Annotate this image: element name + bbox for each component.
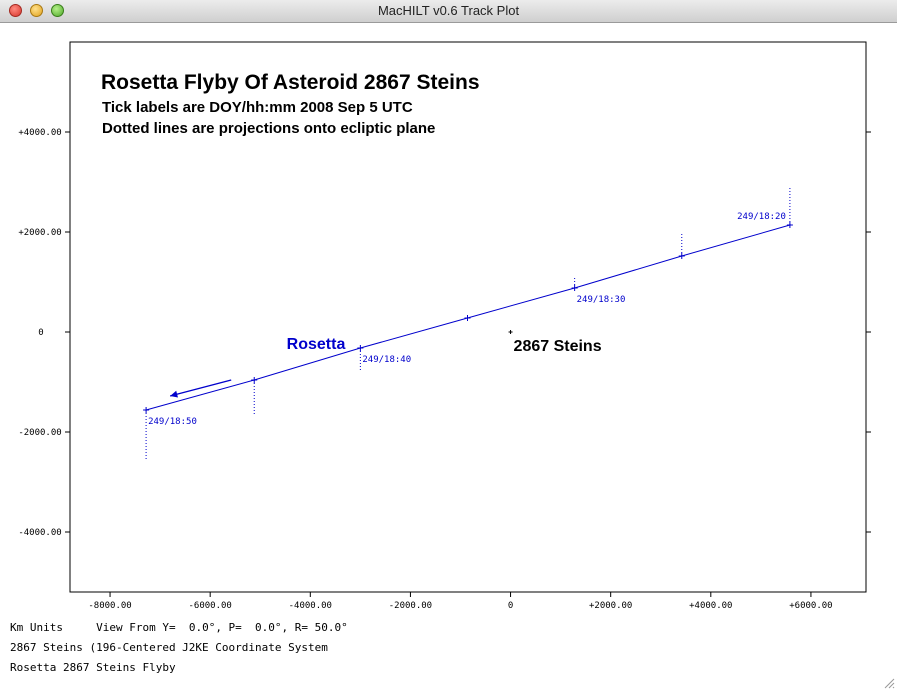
close-window-button[interactable] — [9, 4, 22, 17]
y-tick-label: -2000.00 — [18, 428, 61, 438]
track-time-label: 249/18:20 — [737, 212, 786, 222]
view-angles: View From Y= 0.0°, P= 0.0°, R= 50.0° — [96, 621, 348, 634]
window-title: MacHILT v0.6 Track Plot — [377, 3, 520, 18]
plot-frame — [69, 41, 867, 593]
minimize-window-button[interactable] — [30, 4, 43, 17]
rosetta-label: Rosetta — [287, 336, 346, 353]
window-titlebar[interactable]: MacHILT v0.6 Track Plot — [0, 0, 897, 23]
x-tick-label: 0 — [508, 601, 513, 611]
x-tick-label: -8000.00 — [88, 601, 131, 611]
data-layer: 249/18:20 249/18:30 249/18:40 249/18:50 Rose… — [143, 188, 793, 460]
direction-arrow-head — [170, 390, 178, 398]
zoom-window-button[interactable] — [51, 4, 64, 17]
track-time-label: 249/18:40 — [362, 355, 411, 365]
x-tick-label: -2000.00 — [389, 601, 432, 611]
direction-arrow-shaft — [169, 379, 232, 397]
track-time-label: 249/18:50 — [148, 417, 197, 427]
y-tick-label: +4000.00 — [18, 128, 61, 138]
y-tick-label: -4000.00 — [18, 528, 61, 538]
x-tick-label: -6000.00 — [188, 601, 231, 611]
resize-grip-icon[interactable] — [883, 677, 895, 689]
chart-subtitle-projections: Dotted lines are projections onto eclipt… — [102, 120, 435, 137]
x-tick-label: +4000.00 — [689, 601, 732, 611]
y-tick-label: 0 — [38, 328, 43, 338]
x-tick-label: +2000.00 — [589, 601, 632, 611]
chart-title: Rosetta Flyby Of Asteroid 2867 Steins — [101, 71, 480, 94]
y-tick-label: +2000.00 — [18, 228, 61, 238]
footer-units-view: Km Units View From Y= 0.0°, P= 0.0°, R= … — [10, 621, 348, 634]
units-label: Km Units — [10, 621, 63, 634]
chart-subtitle-ticks: Tick labels are DOY/hh:mm 2008 Sep 5 UTC — [102, 99, 413, 116]
plot-caption: Rosetta 2867 Steins Flyby — [10, 661, 176, 674]
x-tick-label: -4000.00 — [289, 601, 332, 611]
axes-layer: -8000.00 -6000.00 -4000.00 -2000.00 0 +2000.0… — [18, 128, 871, 611]
track-time-label: 249/18:30 — [577, 295, 626, 305]
x-tick-label: +6000.00 — [789, 601, 832, 611]
steins-label: 2867 Steins — [514, 338, 602, 355]
coordinate-system-label: 2867 Steins (196-Centered J2KE Coordinat… — [10, 641, 328, 654]
